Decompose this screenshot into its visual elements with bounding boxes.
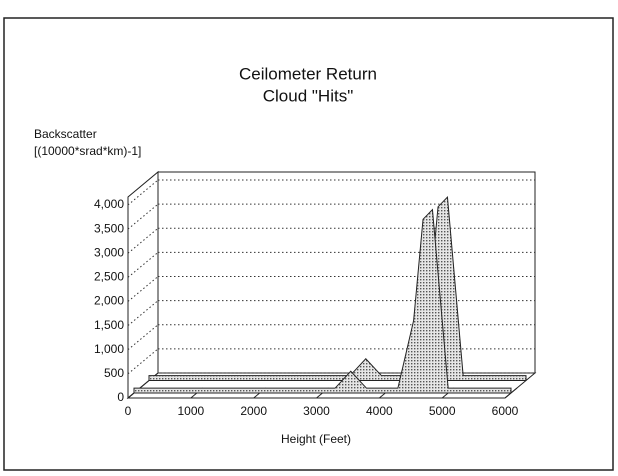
grid-line [127, 179, 159, 206]
y-tick-label: 3,000 [94, 245, 124, 259]
y-axis-label: [(10000*srad*km)-1] [34, 144, 141, 158]
x-tick-label: 0 [125, 404, 132, 418]
chart-title: Ceilometer Return [239, 64, 377, 83]
x-tick-label: 3000 [303, 404, 330, 418]
y-axis-label: Backscatter [34, 127, 97, 141]
plot: 0 500 1,000 1,500 2,000 2,500 3,000 3,500 4,000 0… [94, 170, 537, 418]
chart-subtitle: Cloud "Hits" [263, 86, 354, 105]
y-tick-label: 1,500 [94, 318, 124, 332]
area [133, 208, 512, 394]
frame [3, 17, 614, 471]
x-axis-label: Height (Feet) [281, 432, 351, 446]
y-tick-label: 4,000 [94, 197, 124, 211]
y-tick-label: 2,500 [94, 270, 124, 284]
y-tick-label: 0 [117, 390, 124, 404]
grid-line [127, 300, 159, 327]
grid-line [127, 348, 159, 375]
side-wall [127, 170, 159, 400]
grid-line [127, 324, 159, 351]
grid-line [127, 251, 159, 278]
x-tick-label: 5000 [429, 404, 456, 418]
back-wall [157, 171, 536, 374]
area-back [148, 196, 527, 381]
x-tick-label: 4000 [366, 404, 393, 418]
grid-line [127, 203, 159, 230]
grid-line [127, 227, 159, 254]
y-tick-label: 500 [104, 366, 124, 380]
x-tick-label: 2000 [240, 404, 267, 418]
y-tick-label: 2,000 [94, 294, 124, 308]
grid-line [127, 276, 159, 302]
x-tick-label: 1000 [177, 404, 204, 418]
x-tick-label: 6000 [492, 404, 519, 418]
y-tick-label: 1,000 [94, 342, 124, 356]
y-tick-label: 3,500 [94, 221, 124, 235]
